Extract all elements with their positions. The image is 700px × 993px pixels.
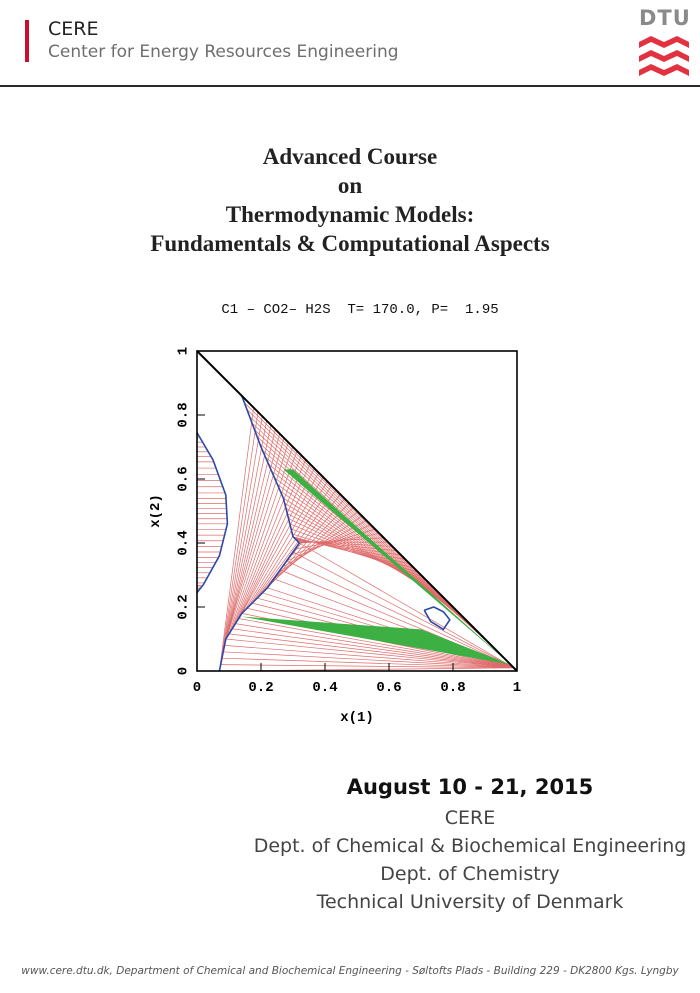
- dtu-wave-icon: [639, 36, 689, 76]
- tie-line: [220, 416, 263, 663]
- event-line: Dept. of Chemical & Biochemical Engineer…: [253, 835, 687, 857]
- title-line: Advanced Course: [262, 144, 438, 169]
- tie-line: [235, 623, 514, 669]
- y-tick-label: 0.4: [176, 530, 192, 555]
- tie-line: [238, 618, 514, 669]
- tie-line: [255, 489, 337, 600]
- y-axis-ticks: 0 0.2 0.4 0.6 0.8 1: [176, 347, 205, 675]
- y-tick-label: 0.6: [176, 466, 192, 491]
- tie-line: [248, 481, 328, 607]
- org-abbreviation: CERE: [48, 18, 99, 40]
- event-date: August 10 - 21, 2015: [346, 775, 594, 799]
- tie-line: [286, 560, 514, 669]
- tie-line: [235, 459, 307, 624]
- tie-line: [219, 411, 259, 667]
- tie-line: [223, 651, 514, 669]
- x-tick-label: 0: [193, 680, 201, 696]
- y-tick-label: 0: [176, 667, 192, 675]
- y-axis-label: x(2): [150, 494, 164, 528]
- x-axis-label: x(1): [340, 710, 374, 726]
- title-line: on: [337, 173, 363, 198]
- tie-line: [262, 498, 346, 594]
- tie-line: [280, 491, 454, 608]
- tie-line: [269, 507, 354, 586]
- plot-frame: [196, 350, 518, 672]
- x-tick-label: 0.2: [248, 680, 273, 696]
- event-line: Dept. of Chemistry: [380, 863, 560, 885]
- tie-line: [239, 468, 315, 617]
- tie-line: [221, 420, 267, 659]
- tie-line: [225, 437, 285, 642]
- three-phase-region-lower: [241, 616, 511, 665]
- tie-line: [251, 485, 333, 604]
- tie-line: [241, 472, 320, 614]
- composition-boundary-line: [196, 350, 518, 672]
- tie-line: [222, 424, 272, 655]
- tie-line: [226, 442, 289, 638]
- phase-boundary-upper: [241, 395, 300, 544]
- phase-boundary-loop: [423, 606, 451, 631]
- tie-line: [237, 463, 311, 621]
- chart-title: C1 – CO2– H2S T= 170.0, P= 1.95: [221, 302, 499, 318]
- tie-line: [221, 657, 514, 669]
- event-info: August 10 - 21, 2015 CERE Dept. of Chemi…: [250, 770, 690, 916]
- x-tick-label: 0.6: [376, 680, 401, 696]
- title-line: Thermodynamic Models:: [225, 202, 475, 227]
- dtu-logo: DTU: [639, 6, 691, 82]
- tie-line: [228, 446, 294, 634]
- header-divider: [0, 85, 700, 87]
- tie-line: [265, 502, 350, 590]
- tie-line: [292, 551, 514, 669]
- tie-line: [258, 494, 341, 597]
- tie-line: [225, 638, 514, 669]
- y-tick-label: 0.8: [176, 402, 192, 427]
- y-tick-label: 1: [176, 347, 192, 355]
- x-tick-label: 1: [513, 680, 521, 696]
- footer-address: www.cere.dtu.dk, Department of Chemical …: [21, 965, 679, 977]
- x-tick-label: 0.4: [312, 680, 337, 696]
- phase-boundary-left: [196, 432, 229, 594]
- tie-line: [224, 645, 514, 669]
- org-name: Center for Energy Resources Engineering: [48, 42, 399, 62]
- accent-bar: [25, 20, 29, 62]
- title-line: Fundamentals & Computational Aspects: [150, 231, 550, 256]
- event-line: CERE: [444, 807, 496, 829]
- x-tick-label: 0.8: [440, 680, 465, 696]
- x-axis-ticks: 0 0.2 0.4 0.6 0.8 1: [193, 663, 521, 696]
- course-title: Advanced Course on Thermodynamic Models:…: [0, 142, 700, 258]
- y-tick-label: 0.2: [176, 594, 192, 619]
- tie-line: [244, 476, 324, 611]
- three-phase-region-upper: [283, 469, 511, 665]
- event-line: Technical University of Denmark: [316, 891, 624, 913]
- tie-line: [220, 664, 514, 669]
- tie-line: [223, 429, 276, 650]
- tie-line: [219, 407, 254, 672]
- dtu-logo-text: DTU: [639, 6, 691, 30]
- header: CERE Center for Energy Resources Enginee…: [0, 0, 700, 87]
- tie-line: [228, 633, 514, 669]
- tie-line: [232, 628, 514, 669]
- tie-line: [232, 455, 302, 628]
- tie-line: [299, 542, 514, 669]
- phase-boundary-lower: [218, 542, 301, 672]
- phase-diagram-chart: 0 0.2 0.4 0.6 0.8 1 0 0.2 0.4 0.6 0.8 1 x(1) x(2): [150, 347, 521, 726]
- tie-line: [230, 450, 298, 631]
